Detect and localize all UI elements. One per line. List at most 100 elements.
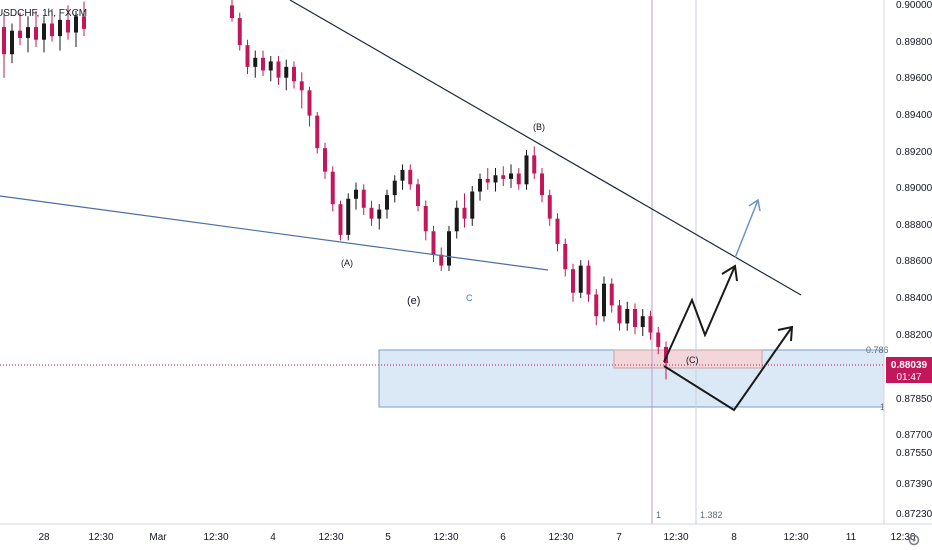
time-tick-label: 12:30 <box>88 532 113 543</box>
candle[interactable] <box>594 294 599 317</box>
candle[interactable] <box>276 61 281 78</box>
candle[interactable] <box>578 265 583 293</box>
candle[interactable] <box>26 27 30 38</box>
candle[interactable] <box>2 27 6 55</box>
gear-icon[interactable] <box>908 534 920 546</box>
candle[interactable] <box>470 191 475 219</box>
price-tick-label: 0.89400 <box>896 110 932 121</box>
candle[interactable] <box>454 207 459 232</box>
vertical-label-1382: 1.382 <box>700 510 723 520</box>
candle[interactable] <box>478 178 482 192</box>
candle[interactable] <box>42 23 46 40</box>
time-tick-label: 12:30 <box>318 532 343 543</box>
candle[interactable] <box>447 231 451 266</box>
candle[interactable] <box>524 155 529 185</box>
candle[interactable] <box>50 23 54 37</box>
time-tick-label: 11 <box>846 532 857 543</box>
candle[interactable] <box>34 27 38 40</box>
candle[interactable] <box>230 5 234 19</box>
price-tick-label: 0.88200 <box>896 330 932 341</box>
candle[interactable] <box>385 195 389 210</box>
price-tick-label: 0.89800 <box>896 37 932 48</box>
symbol-label: USDCHF, 1h, FXCM <box>0 8 87 19</box>
candle[interactable] <box>354 189 358 199</box>
price-badge-countdown: 01:47 <box>896 372 921 383</box>
candle[interactable] <box>509 173 513 179</box>
candle[interactable] <box>609 283 614 306</box>
price-tick-label: 0.87700 <box>896 430 932 441</box>
candle[interactable] <box>82 16 86 29</box>
candle[interactable] <box>493 175 498 183</box>
lower-wedge-line[interactable] <box>0 195 549 271</box>
candle[interactable] <box>571 269 575 293</box>
candle[interactable] <box>617 305 622 324</box>
time-tick-label: 12:30 <box>548 532 573 543</box>
price-badge-value: 0.88039 <box>891 360 928 371</box>
candle[interactable] <box>485 178 490 183</box>
candle[interactable] <box>408 169 413 185</box>
candle[interactable] <box>416 184 420 206</box>
candle[interactable] <box>245 45 250 67</box>
candle[interactable] <box>58 19 62 37</box>
target-zone-box[interactable] <box>613 349 763 369</box>
candle[interactable] <box>377 209 382 219</box>
candle[interactable] <box>400 169 405 181</box>
breakout-arrowhead <box>748 198 761 212</box>
candle[interactable] <box>18 30 22 38</box>
candle[interactable] <box>268 61 273 71</box>
candle[interactable] <box>563 243 568 270</box>
candle[interactable] <box>625 308 630 324</box>
time-tick-label: 7 <box>616 532 622 543</box>
breakout-arrow[interactable] <box>734 199 759 259</box>
candle[interactable] <box>369 207 374 219</box>
candle[interactable] <box>664 346 668 364</box>
candle[interactable] <box>501 175 506 179</box>
price-tick-label: 0.88600 <box>896 256 932 267</box>
candle[interactable] <box>330 171 335 205</box>
fib-label-1: 1 <box>880 402 885 412</box>
candle[interactable] <box>540 173 544 196</box>
candle[interactable] <box>284 66 289 78</box>
candle[interactable] <box>323 148 327 172</box>
candle[interactable] <box>555 218 560 244</box>
candle[interactable] <box>66 19 70 33</box>
candle[interactable] <box>253 57 258 67</box>
candle[interactable] <box>361 189 366 208</box>
candle[interactable] <box>516 173 521 185</box>
candle[interactable] <box>292 66 296 82</box>
time-tick-label: 6 <box>500 532 506 543</box>
candle[interactable] <box>656 332 661 347</box>
candle[interactable] <box>547 195 552 219</box>
candle[interactable] <box>586 265 591 295</box>
candle[interactable] <box>602 283 606 317</box>
candle[interactable] <box>10 30 14 55</box>
candle[interactable] <box>633 308 637 328</box>
time-tick-label: 12:30 <box>890 532 915 543</box>
candle[interactable] <box>439 254 444 266</box>
candle[interactable] <box>237 18 242 46</box>
candle[interactable] <box>261 57 265 71</box>
candle[interactable] <box>392 180 397 196</box>
candle[interactable] <box>307 90 312 116</box>
candle[interactable] <box>532 155 537 174</box>
time-tick-label: 4 <box>270 532 276 543</box>
candle[interactable] <box>462 207 467 219</box>
candle[interactable] <box>299 81 304 91</box>
descending-trendline[interactable] <box>289 0 802 296</box>
price-axis[interactable]: 0.90000 0.89800 0.89600 0.89400 0.89200 0.890… <box>896 0 932 520</box>
candle[interactable] <box>74 16 78 33</box>
candle[interactable] <box>640 316 645 328</box>
time-axis[interactable]: 28 12:30 Mar 12:30 4 12:30 5 12:30 6 12:30 7 12:30 8… <box>38 532 916 543</box>
candle[interactable] <box>315 115 320 149</box>
projection-path-down[interactable] <box>663 326 793 412</box>
candle[interactable] <box>648 316 653 333</box>
vertical-label-1: 1 <box>656 510 661 520</box>
candle[interactable] <box>338 204 343 235</box>
projection-path-up[interactable] <box>663 265 736 363</box>
candle[interactable] <box>431 231 436 255</box>
candle[interactable] <box>423 205 428 232</box>
wave-label-c: (C) <box>686 355 699 365</box>
candle[interactable] <box>346 198 351 235</box>
